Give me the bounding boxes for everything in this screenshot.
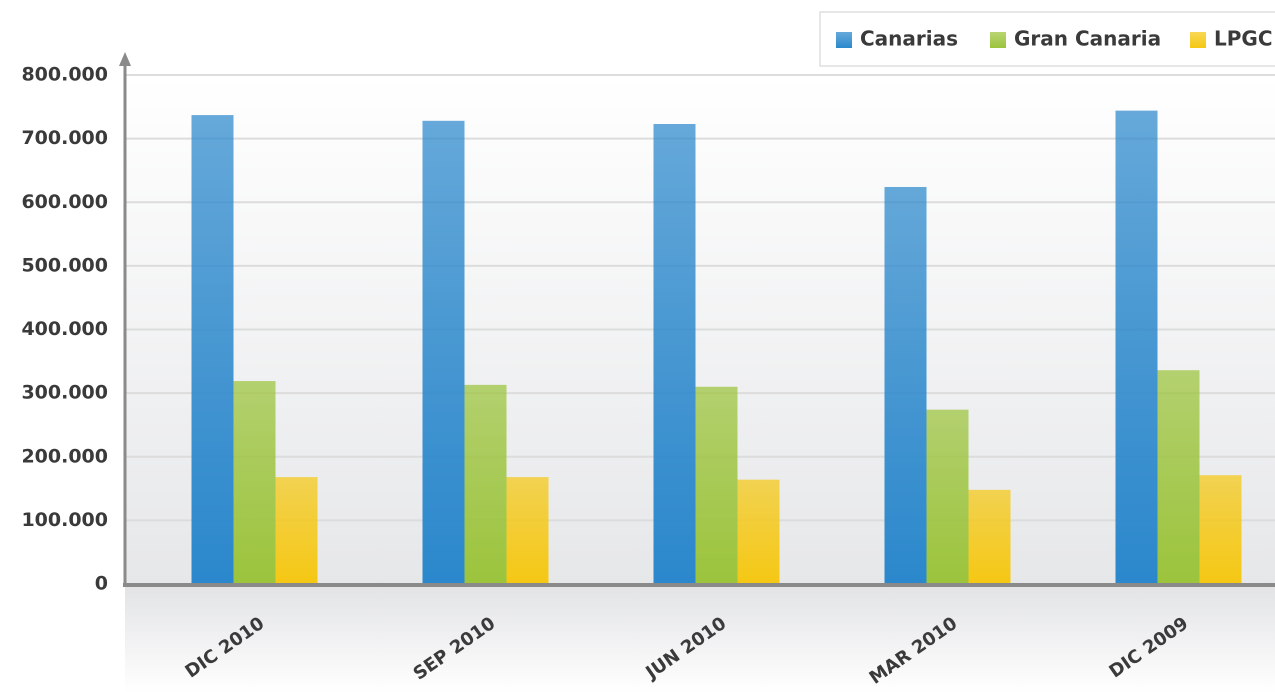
y-tick-label: 800.000 xyxy=(21,64,108,86)
bar xyxy=(695,386,738,584)
y-tick-label: 400.000 xyxy=(21,318,108,340)
legend-swatch xyxy=(1190,32,1206,48)
bar xyxy=(422,120,465,584)
bar xyxy=(968,489,1011,584)
legend-label: Gran Canaria xyxy=(1014,27,1161,51)
y-tick-label: 100.000 xyxy=(21,509,108,531)
y-axis-arrow xyxy=(119,52,131,66)
legend-label: Canarias xyxy=(860,27,958,51)
bar xyxy=(884,186,927,585)
y-tick-label: 700.000 xyxy=(21,127,108,149)
bar xyxy=(653,123,696,585)
legend-swatch xyxy=(836,32,852,48)
bar xyxy=(1115,110,1158,584)
y-tick-label: 600.000 xyxy=(21,191,108,213)
bar xyxy=(506,477,549,584)
bar xyxy=(464,384,507,584)
bar xyxy=(275,477,318,584)
bar xyxy=(737,479,780,584)
bar xyxy=(1199,475,1242,584)
legend-label: LPGC xyxy=(1214,27,1273,51)
y-tick-label: 0 xyxy=(95,573,108,595)
bar xyxy=(191,115,234,585)
bar xyxy=(926,409,969,584)
y-tick-label: 500.000 xyxy=(21,254,108,276)
floor xyxy=(125,585,1275,693)
y-tick-label: 200.000 xyxy=(21,445,108,467)
y-tick-label: 300.000 xyxy=(21,382,108,404)
legend-swatch xyxy=(990,32,1006,48)
bar xyxy=(1157,370,1200,584)
bar xyxy=(233,381,276,584)
